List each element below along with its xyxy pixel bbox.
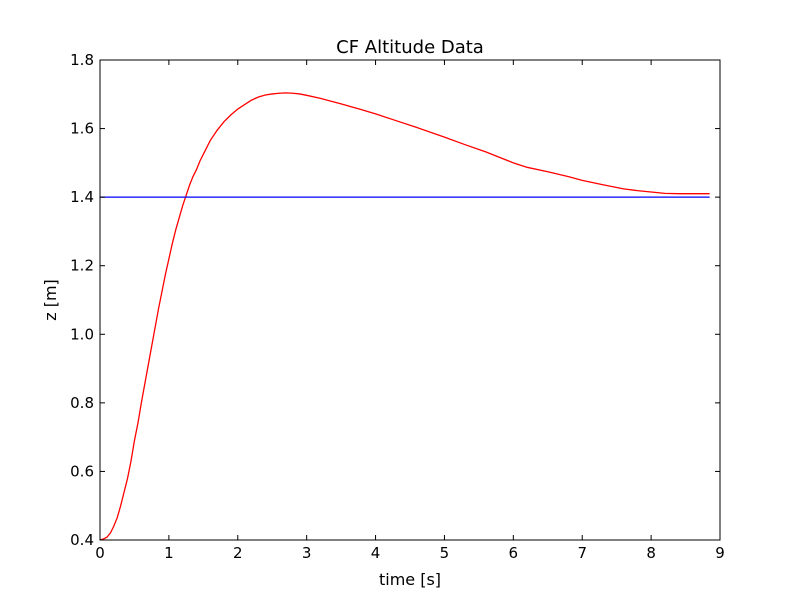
x-tick-label: 6 — [509, 544, 519, 562]
x-tick-label: 7 — [577, 544, 587, 562]
x-tick-label: 4 — [371, 544, 381, 562]
y-tick-label: 0.6 — [70, 462, 94, 480]
x-tick-label: 9 — [715, 544, 725, 562]
x-axis-label: time [s] — [379, 570, 441, 589]
x-tick-label: 8 — [646, 544, 656, 562]
y-tick-label: 1.0 — [70, 325, 94, 343]
y-tick-label: 0.4 — [70, 531, 94, 549]
y-tick-label: 1.4 — [70, 188, 94, 206]
x-tick-label: 3 — [302, 544, 312, 562]
ticks-layer: 0 1 2 3 4 5 6 7 8 9 0.4 0.6 0.8 1.0 1.2 1.4 1.6 1.8 — [70, 51, 725, 562]
series-line-0 — [99, 92, 710, 541]
x-tick-label: 5 — [440, 544, 450, 562]
y-tick-label: 0.8 — [70, 394, 94, 412]
y-tick-label: 1.8 — [70, 51, 94, 69]
x-tick-label: 2 — [233, 544, 243, 562]
plot-frame — [99, 59, 721, 541]
y-tick-label: 1.6 — [70, 120, 94, 138]
x-tick-label: 1 — [164, 544, 174, 562]
chart-title: CF Altitude Data — [336, 37, 484, 58]
series-layer — [99, 92, 710, 541]
x-tick-label: 0 — [95, 544, 105, 562]
y-tick-label: 1.2 — [70, 257, 94, 275]
y-axis-label: z [m] — [41, 279, 60, 321]
